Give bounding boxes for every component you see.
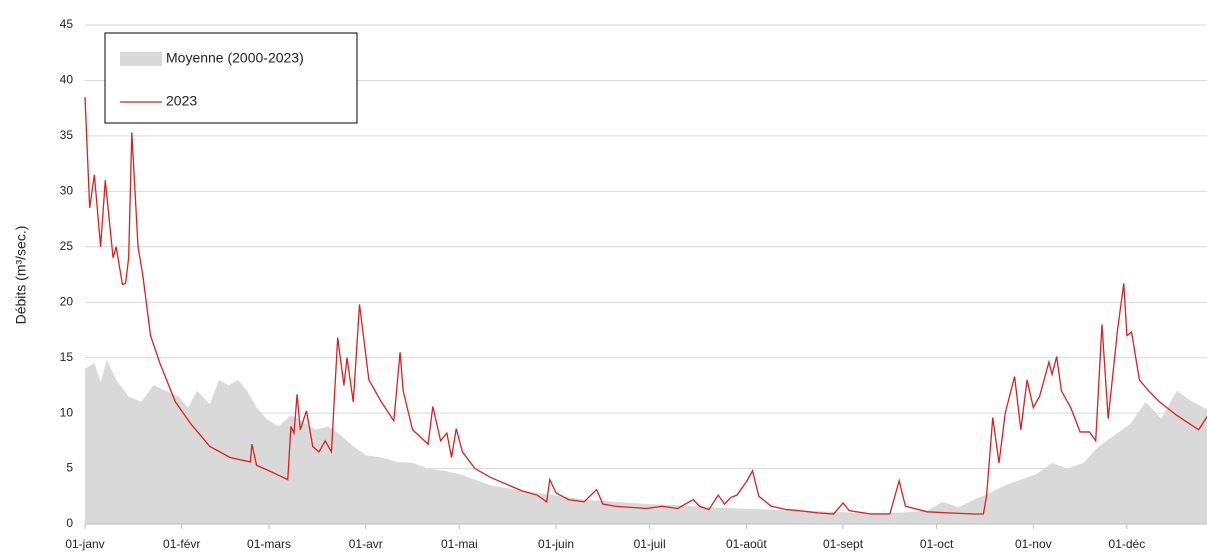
y-tick-label: 15 bbox=[60, 350, 74, 364]
x-tick-label: 01-févr bbox=[163, 537, 200, 551]
y-tick-label: 0 bbox=[66, 516, 73, 530]
x-tick-label: 01-nov bbox=[1015, 537, 1052, 551]
x-tick-label: 01-mai bbox=[441, 537, 478, 551]
y-tick-label: 20 bbox=[60, 294, 74, 308]
y-tick-label: 40 bbox=[60, 73, 74, 87]
x-tick-label: 01-avr bbox=[349, 537, 383, 551]
line bbox=[84, 97, 1207, 515]
y-tick-label: 5 bbox=[66, 461, 73, 475]
y-tick-label: 45 bbox=[60, 17, 74, 31]
x-tick-label: 01-oct bbox=[920, 537, 954, 551]
y-axis-label: Débits (m³/sec.) bbox=[13, 226, 29, 325]
x-tick-label: 01-sept bbox=[823, 537, 864, 551]
y-tick-label: 25 bbox=[60, 239, 74, 253]
x-tick-label: 01-juin bbox=[538, 537, 574, 551]
legend-box bbox=[104, 32, 358, 124]
x-tick-label: 01-déc bbox=[1109, 537, 1146, 551]
legend-swatch bbox=[120, 52, 162, 66]
x-tick-label: 01-mars bbox=[247, 537, 291, 551]
x-tick-label: 01-juil bbox=[634, 537, 666, 551]
y-tick-label: 30 bbox=[60, 184, 74, 198]
legend-label: 2023 bbox=[166, 93, 197, 109]
area bbox=[85, 359, 1207, 524]
x-tick-label: 01-août bbox=[726, 537, 767, 551]
x-tick-label: 01-janv bbox=[65, 537, 104, 551]
y-tick-label: 10 bbox=[60, 405, 74, 419]
legend-label: Moyenne (2000-2023) bbox=[166, 50, 304, 66]
y-tick-label: 35 bbox=[60, 128, 74, 142]
